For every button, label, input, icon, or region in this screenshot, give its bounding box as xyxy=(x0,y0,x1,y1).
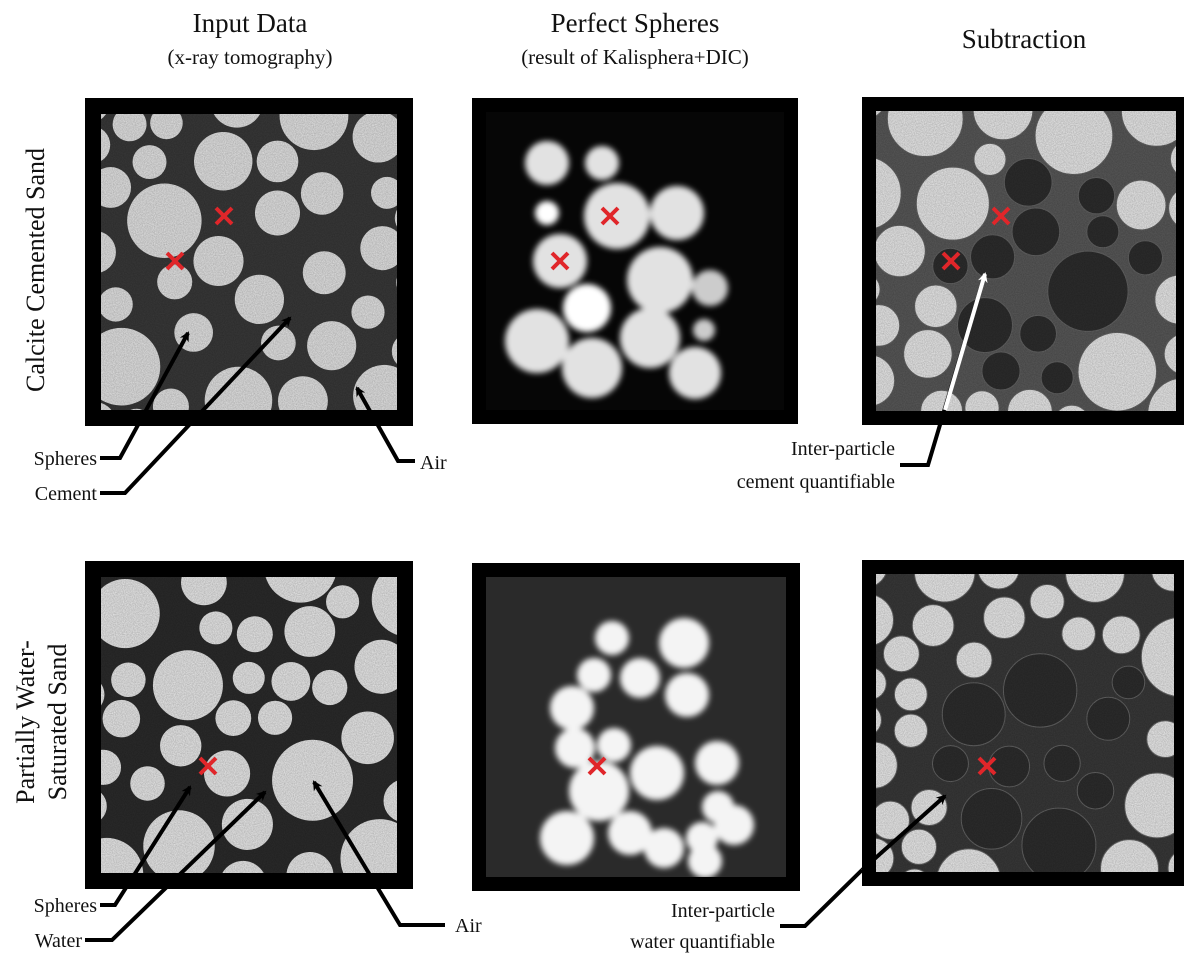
sphere xyxy=(695,741,739,785)
column-title: Subtraction xyxy=(962,24,1087,54)
annotation: Inter-particle xyxy=(671,900,775,922)
sphere xyxy=(620,658,660,698)
panel xyxy=(62,75,429,446)
figure: Input Data (x-ray tomography) Perfect Sp… xyxy=(0,0,1184,955)
sphere xyxy=(562,338,622,398)
panel-image xyxy=(62,75,429,446)
sphere xyxy=(665,673,709,717)
sphere xyxy=(577,658,611,692)
texture xyxy=(862,97,1184,425)
panel-image xyxy=(828,76,1184,450)
annotation: Spheres xyxy=(34,448,98,470)
sphere xyxy=(535,201,559,225)
panel xyxy=(828,76,1184,450)
sphere xyxy=(688,844,722,878)
sphere xyxy=(644,828,684,868)
sphere xyxy=(540,811,594,865)
sphere xyxy=(630,746,684,800)
sphere xyxy=(692,270,728,306)
row-label: Calcite Cemented Sand xyxy=(21,148,50,392)
annotation: water quantifiable xyxy=(630,931,775,953)
sphere xyxy=(620,308,680,368)
sphere xyxy=(714,805,754,845)
panel-image xyxy=(486,112,784,410)
sphere xyxy=(584,183,650,249)
panel-image xyxy=(842,541,1184,913)
page: {"columns": [ {"title": "Input Data", "s… xyxy=(0,0,1184,955)
column-subtitle: (result of Kalisphera+DIC) xyxy=(521,45,749,69)
sphere xyxy=(505,309,569,373)
panel-image xyxy=(486,577,786,878)
sphere xyxy=(597,728,631,762)
panel xyxy=(472,98,798,424)
annotation: Spheres xyxy=(34,895,98,917)
sphere xyxy=(693,319,715,341)
annotation: Cement xyxy=(35,483,98,505)
row-label: Saturated Sand xyxy=(43,644,72,801)
sphere xyxy=(595,621,629,655)
panel xyxy=(842,541,1184,913)
sphere xyxy=(627,247,693,313)
sphere xyxy=(555,728,595,768)
sphere xyxy=(525,141,569,185)
texture xyxy=(862,560,1184,886)
annotation: Inter-particle xyxy=(791,438,895,460)
sphere xyxy=(585,146,619,180)
sphere xyxy=(550,686,594,730)
sphere xyxy=(659,618,709,668)
texture xyxy=(85,98,413,426)
row-label: Partially Water- xyxy=(11,640,40,804)
texture xyxy=(85,561,413,889)
annotation: cement quantifiable xyxy=(737,471,895,493)
sphere xyxy=(563,284,611,332)
annotation: Air xyxy=(455,915,482,937)
sphere xyxy=(669,347,721,399)
panel-image xyxy=(68,530,447,912)
sphere xyxy=(650,186,704,240)
panel xyxy=(68,530,447,912)
column-subtitle: (x-ray tomography) xyxy=(167,45,332,69)
annotation: Water xyxy=(35,930,83,952)
annotation: Air xyxy=(420,452,447,474)
column-title: Perfect Spheres xyxy=(551,8,720,38)
panel xyxy=(472,563,800,891)
panels xyxy=(62,75,1184,914)
column-title: Input Data xyxy=(193,8,308,38)
